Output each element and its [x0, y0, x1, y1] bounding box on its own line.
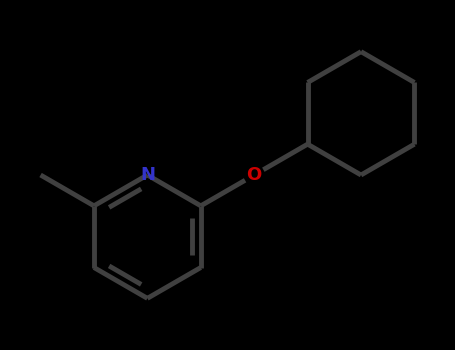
Text: O: O — [247, 166, 262, 184]
Text: N: N — [140, 166, 155, 184]
